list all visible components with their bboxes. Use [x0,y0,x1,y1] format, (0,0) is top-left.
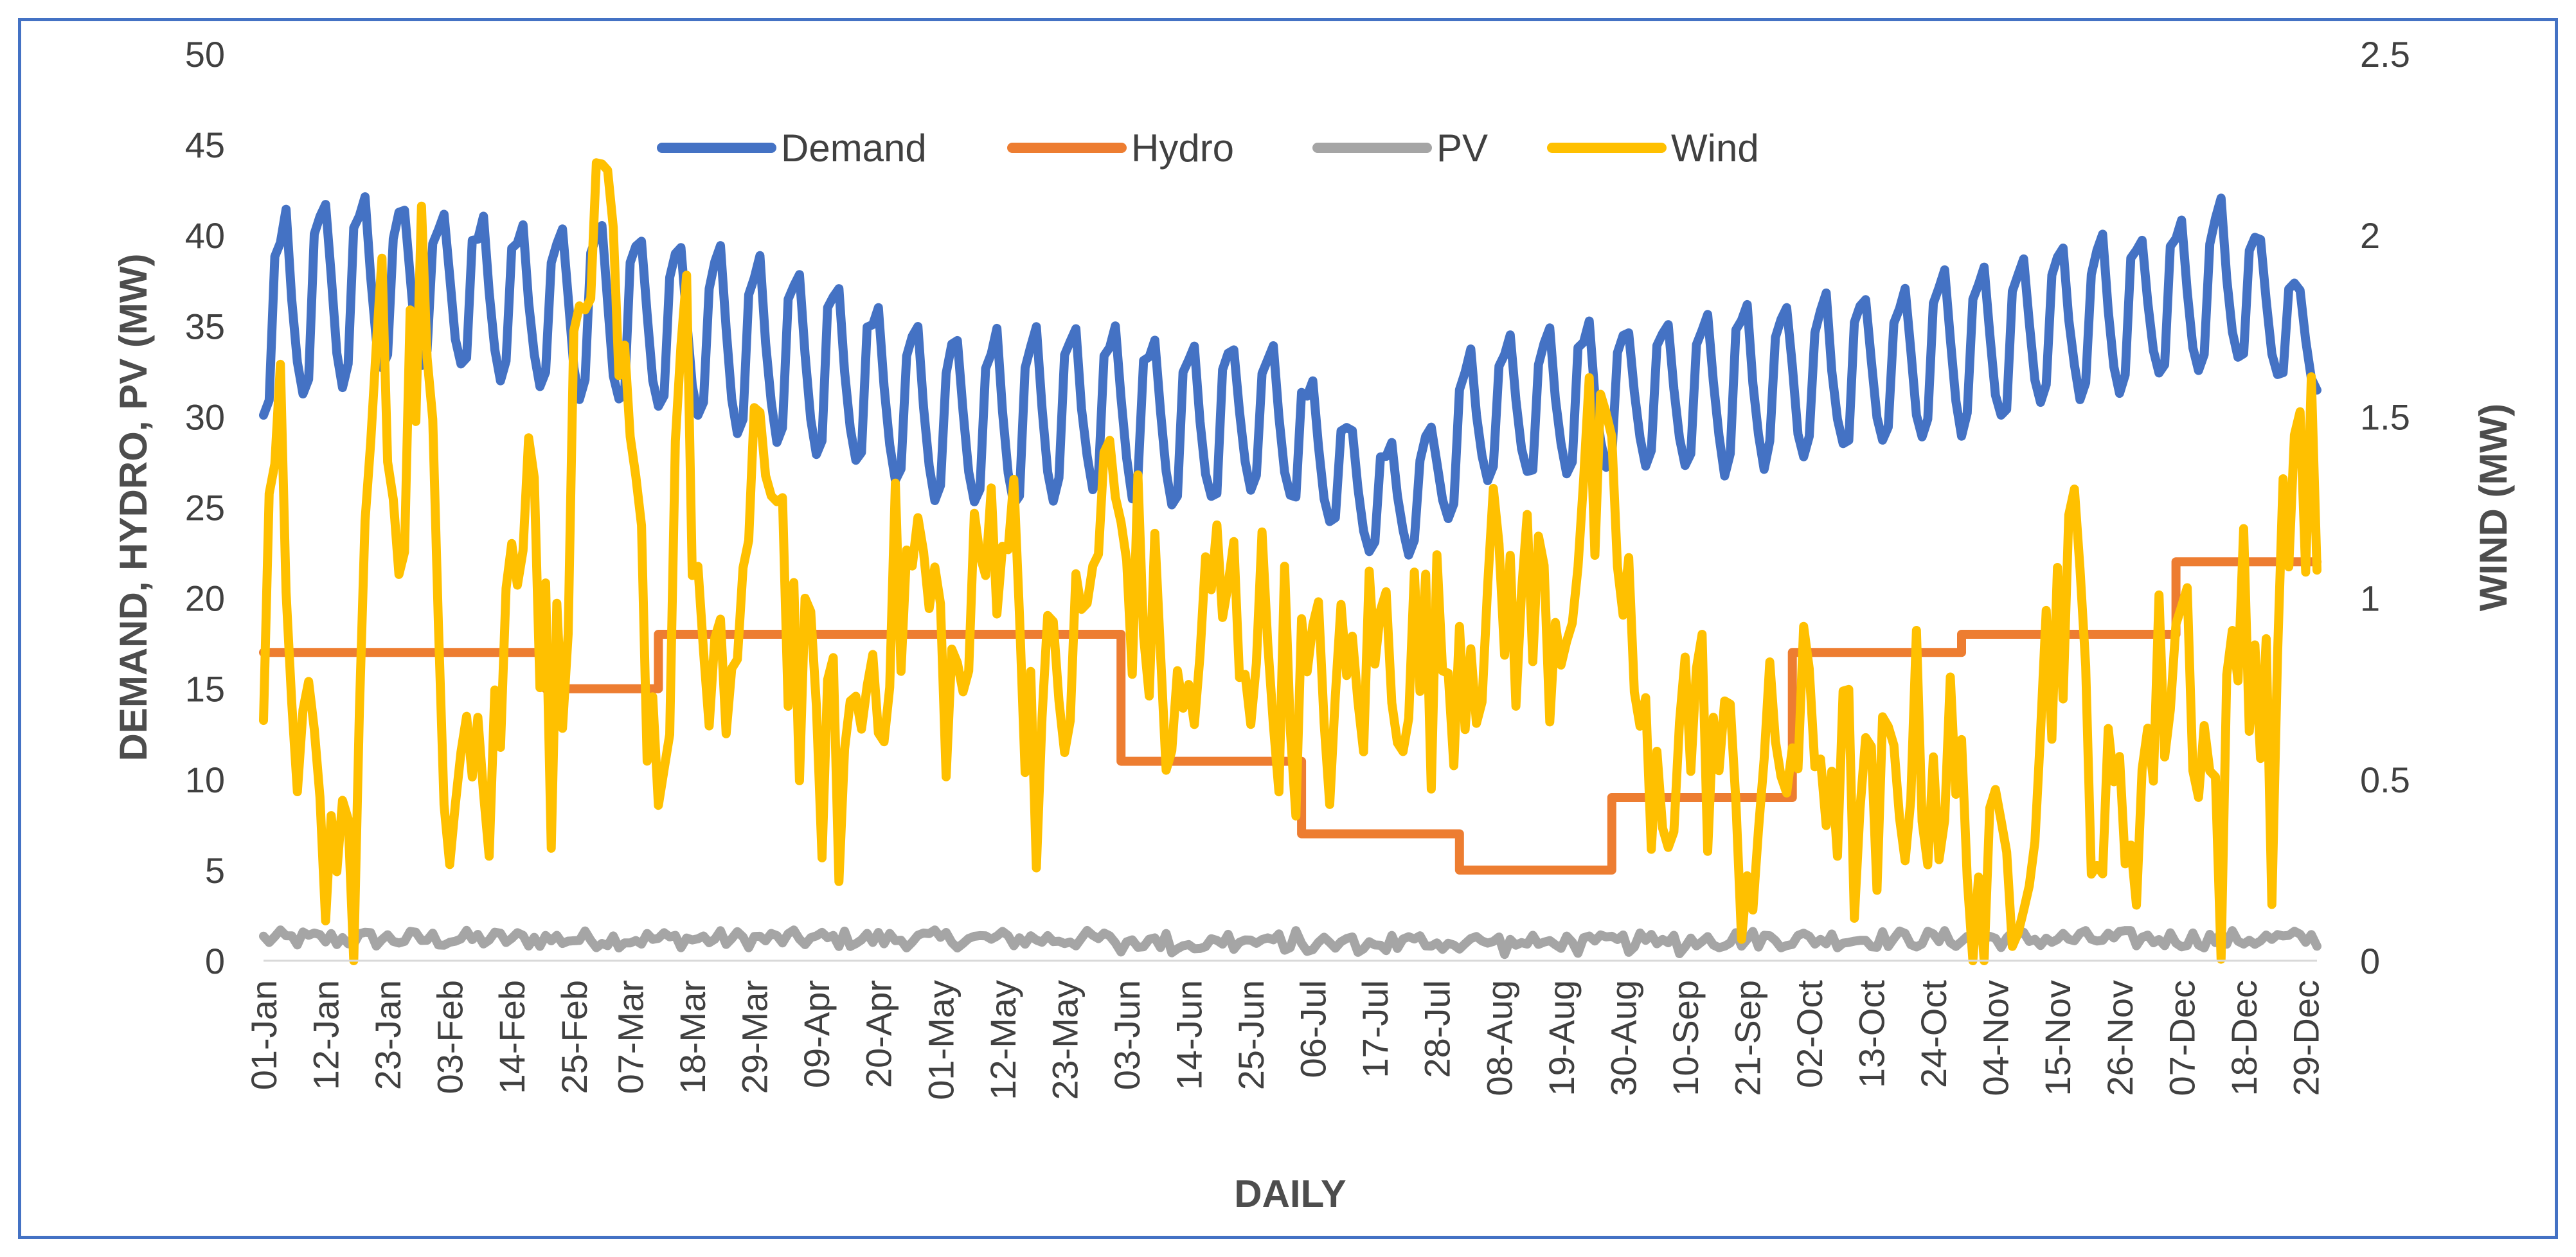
left-tick-label: 10 [185,760,225,800]
left-tick-label: 40 [185,215,225,256]
x-tick-label: 06-Jul [1293,980,1334,1078]
series-group [259,158,2321,965]
chart-frame [18,18,2558,1239]
left-tick-label: 25 [185,488,225,528]
right-axis-ticks: 0 0.5 1 1.5 2 2.5 [2360,34,2410,981]
x-tick-label: 03-Feb [430,980,470,1094]
x-tick-label: 25-Feb [554,980,595,1094]
x-tick-label: 10-Sep [1665,980,1706,1096]
x-tick-label: 09-Apr [796,980,837,1088]
x-tick-label: 25-Jun [1231,980,1271,1090]
x-tick-label: 29-Dec [2285,980,2326,1096]
x-tick-label: 19-Aug [1541,980,1582,1096]
left-tick-label: 35 [185,306,225,346]
x-tick-label: 12-Jan [306,980,346,1090]
x-tick-label: 02-Oct [1789,980,1830,1088]
x-tick-label: 29-Mar [735,980,775,1094]
x-tick-label: 30-Aug [1603,980,1643,1096]
x-tick-label: 28-Jul [1417,980,1458,1078]
right-tick-label: 0.5 [2360,760,2410,800]
x-tick-label: 13-Oct [1852,980,1892,1088]
left-tick-label: 50 [185,34,225,75]
legend-label-wind: Wind [1671,127,1759,170]
left-axis-ticks: 0 5 10 15 20 25 30 35 40 45 50 [185,34,225,981]
x-tick-label: 01-Jan [244,980,284,1090]
x-tick-label: 17-Jul [1355,980,1395,1078]
left-tick-label: 15 [185,669,225,709]
right-tick-label: 2 [2360,215,2380,256]
x-tick-label: 14-Jun [1169,980,1210,1090]
x-tick-label: 12-May [983,980,1023,1100]
x-tick-label: 15-Nov [2037,980,2078,1096]
x-tick-label: 23-May [1044,980,1085,1100]
x-tick-label: 18-Mar [672,980,713,1094]
x-tick-label: 24-Oct [1913,980,1954,1088]
series-line-demand [259,192,2321,560]
legend: Demand Hydro PV Wind [657,127,1759,170]
left-tick-label: 30 [185,397,225,437]
left-tick-label: 5 [205,850,225,891]
x-axis-ticks: 01-Jan 12-Jan 23-Jan 03-Feb 14-Feb 25-Feb 07-M… [244,980,2326,1100]
legend-label-pv: PV [1436,127,1488,170]
x-axis-title: DAILY [1234,1172,1346,1215]
right-tick-label: 0 [2360,941,2380,981]
x-tick-label: 07-Mar [611,980,651,1094]
right-tick-label: 1 [2360,578,2380,619]
left-tick-label: 20 [185,578,225,619]
x-tick-label: 23-Jan [368,980,408,1090]
x-tick-label: 20-Apr [859,980,899,1088]
x-tick-label: 26-Nov [2100,980,2140,1096]
series-line-hydro [259,557,2321,875]
series-line-wind [259,158,2321,965]
right-axis-title: WIND (MW) [2472,404,2515,611]
x-tick-label: 04-Nov [1976,980,2016,1096]
legend-label-hydro: Hydro [1131,127,1234,170]
right-tick-label: 2.5 [2360,34,2410,75]
x-tick-label: 21-Sep [1727,980,1767,1096]
x-tick-label: 07-Dec [2161,980,2202,1096]
left-tick-label: 0 [205,941,225,981]
left-tick-label: 45 [185,125,225,165]
x-tick-label: 18-Dec [2224,980,2264,1096]
right-tick-label: 1.5 [2360,397,2410,437]
x-tick-label: 03-Jun [1107,980,1147,1090]
legend-label-demand: Demand [781,127,927,170]
left-axis-title: DEMAND, HYDRO, PV (MW) [112,254,155,762]
x-tick-label: 14-Feb [492,980,532,1094]
x-tick-label: 08-Aug [1479,980,1519,1096]
x-tick-label: 01-May [920,980,961,1100]
